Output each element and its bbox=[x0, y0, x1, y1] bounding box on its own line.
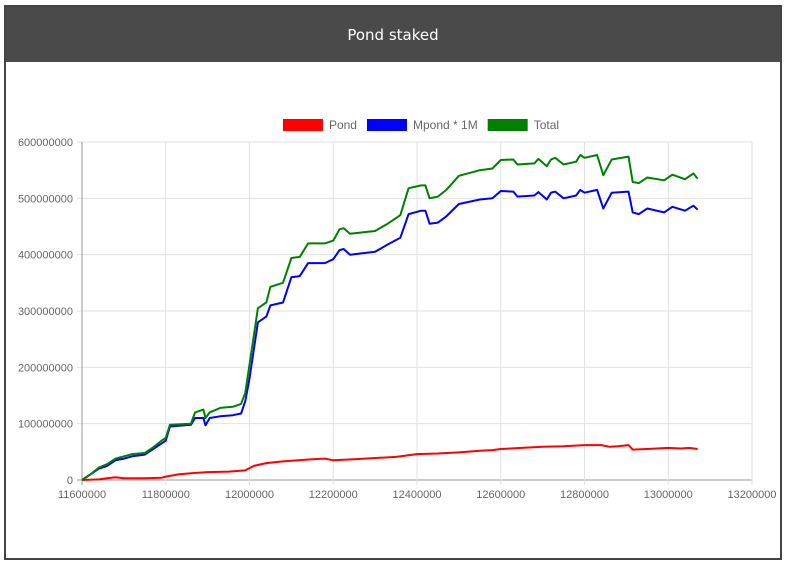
y-tick-label: 200000000 bbox=[18, 362, 73, 374]
series-line-mpond-1m bbox=[81, 188, 699, 481]
legend-label: Mpond * 1M bbox=[413, 118, 478, 132]
x-tick-label: 12800000 bbox=[560, 489, 609, 501]
y-tick-label: 0 bbox=[67, 475, 73, 487]
y-tick-label: 600000000 bbox=[18, 137, 73, 149]
y-tick-label: 400000000 bbox=[18, 250, 73, 262]
legend-label: Total bbox=[534, 118, 559, 132]
x-tick-label: 12200000 bbox=[309, 489, 358, 501]
legend-label: Pond bbox=[329, 118, 357, 132]
legend-swatch bbox=[487, 119, 528, 131]
axes: 0 100000000 200000000 300000000 400000000 500… bbox=[18, 137, 777, 501]
panel-title: Pond staked bbox=[347, 25, 439, 44]
y-tick-label: 300000000 bbox=[18, 306, 73, 318]
legend: Pond Mpond * 1M Total bbox=[282, 118, 559, 132]
x-tick-label: 13200000 bbox=[728, 489, 777, 501]
x-tick-label: 12400000 bbox=[393, 489, 442, 501]
series-line-total bbox=[81, 154, 699, 481]
x-tick-label: 11800000 bbox=[142, 489, 190, 501]
series-lines bbox=[81, 154, 699, 481]
x-tick-label: 11600000 bbox=[58, 489, 106, 501]
x-tick-label: 12600000 bbox=[476, 489, 525, 501]
x-tick-label: 13000000 bbox=[644, 489, 693, 501]
grid-lines bbox=[77, 141, 753, 485]
y-tick-label: 100000000 bbox=[18, 419, 73, 431]
legend-swatch bbox=[282, 119, 323, 131]
chart-panel: Pond staked bbox=[4, 5, 782, 560]
x-tick-label: 12000000 bbox=[225, 489, 274, 501]
legend-swatch bbox=[366, 119, 407, 131]
series-line-pond bbox=[81, 444, 698, 481]
panel-header: Pond staked bbox=[6, 7, 780, 62]
y-tick-label: 500000000 bbox=[18, 193, 73, 205]
